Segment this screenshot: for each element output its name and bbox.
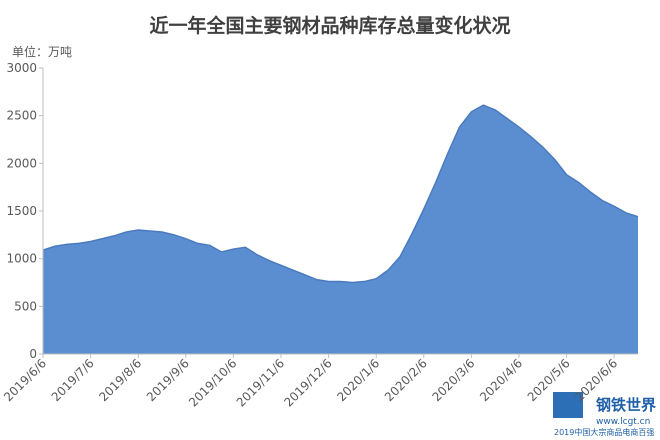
caption: 2019中国大宗商品电商百强 <box>554 427 654 437</box>
y-tick-label: 500 <box>14 299 37 313</box>
y-tick-label: 1000 <box>6 252 37 266</box>
y-tick-label: 0 <box>29 347 37 361</box>
area-line <box>42 104 639 284</box>
y-tick-label: 1500 <box>6 204 37 218</box>
chart-title: 近一年全国主要钢材品种库存总量变化状况 <box>149 14 510 37</box>
watermark: 钢铁世界 www.lcgt.cn 2019中国大宗商品电商百强 <box>553 392 656 437</box>
url: www.lcgt.cn <box>596 417 650 427</box>
brand: 钢铁世界 <box>596 396 656 414</box>
logo-icon <box>553 392 583 418</box>
y-tick-label: 2000 <box>6 156 37 170</box>
unit-label: 单位：万吨 <box>12 44 72 59</box>
y-tick-label: 2500 <box>6 109 37 123</box>
y-tick-label: 3000 <box>6 61 37 75</box>
area <box>43 105 638 355</box>
